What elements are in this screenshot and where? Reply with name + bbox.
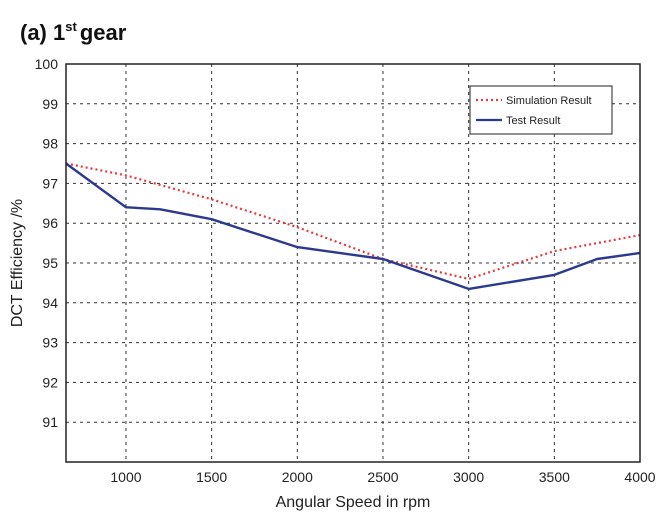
x-tick-label: 4000: [624, 469, 655, 485]
y-axis-label: DCT Efficiency /%: [9, 199, 26, 327]
y-tick-label: 91: [42, 414, 58, 430]
series-line-test: [65, 162, 641, 291]
panel-title-tail: gear: [80, 20, 127, 45]
y-tick-label: 99: [42, 96, 58, 112]
legend-box: [469, 85, 613, 135]
tick-labels: 1000 1500 2000 2500 3000 3500 4000 91 92 93 94 95 96…: [35, 56, 656, 485]
series-layer: [65, 162, 641, 291]
x-tick-label: 1000: [110, 469, 141, 485]
y-tick-label: 100: [35, 56, 59, 72]
x-tick-label: 2000: [282, 469, 313, 485]
x-tick-label: 2500: [367, 469, 398, 485]
panel-title-superscript: st: [65, 19, 77, 34]
y-tick-label: 98: [42, 136, 58, 152]
legend: Simulation Result Test Result: [469, 85, 613, 135]
series-line-simulation: [65, 162, 641, 280]
y-tick-label: 97: [42, 175, 58, 191]
legend-entry-label: Simulation Result: [506, 95, 592, 107]
panel-title: (a) 1st gear: [20, 19, 127, 45]
legend-entry-label: Test Result: [506, 115, 560, 127]
x-axis-label: Angular Speed in rpm: [276, 494, 431, 511]
y-tick-label: 96: [42, 215, 58, 231]
y-tick-label: 92: [42, 374, 58, 390]
y-tick-label: 93: [42, 335, 58, 351]
x-tick-label: 3500: [539, 469, 570, 485]
x-tick-label: 1500: [196, 469, 227, 485]
y-tick-label: 94: [42, 295, 58, 311]
y-tick-label: 95: [42, 255, 58, 271]
plot-frame: [65, 63, 641, 463]
panel-title-label: (a) 1: [20, 20, 65, 45]
x-tick-label: 3000: [453, 469, 484, 485]
